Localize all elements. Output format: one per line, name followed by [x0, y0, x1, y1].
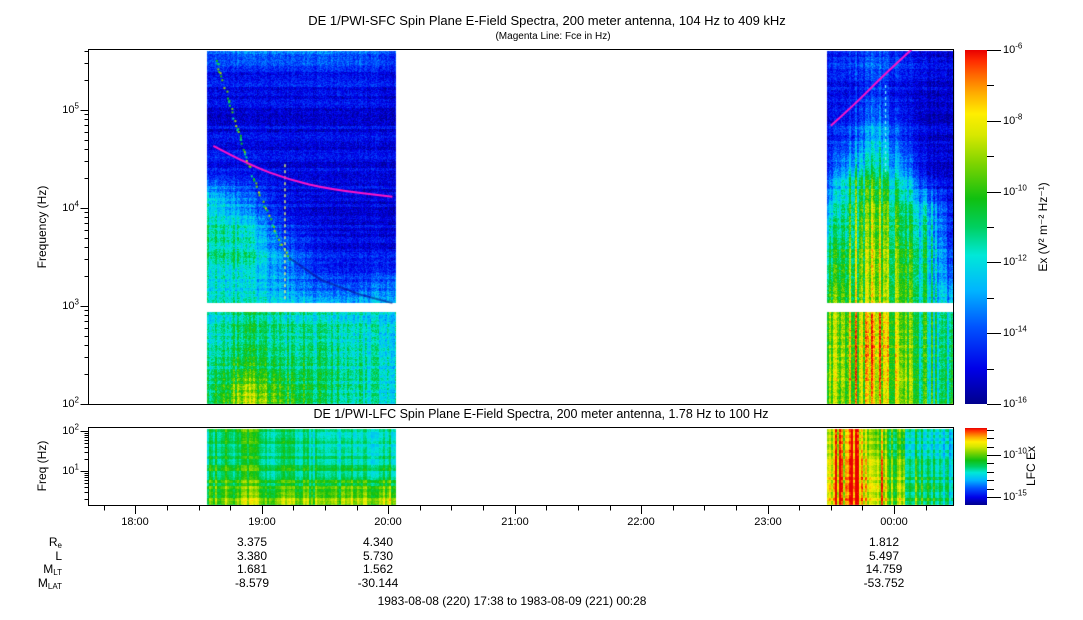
- ephemeris-value: 14.759: [865, 562, 903, 576]
- ephemeris-value: 1.562: [362, 562, 394, 576]
- sfc-subtitle: (Magenta Line: Fce in Hz): [495, 31, 611, 42]
- time-tick-label: 18:00: [121, 516, 149, 528]
- time-tick-label: 21:00: [501, 516, 529, 528]
- time-tick-label: 00:00: [880, 516, 908, 528]
- sfc-ytick-label: 102: [62, 395, 79, 411]
- ephemeris-row-label: L: [55, 548, 62, 563]
- lfc-y-axis-label: Freq (Hz): [35, 440, 49, 492]
- time-tick-label: 19:00: [248, 516, 276, 528]
- ephemeris-value: 3.375: [236, 535, 268, 549]
- sfc-colorbar-label: Ex (V² m⁻² Hz⁻¹): [1036, 182, 1050, 272]
- ephemeris-row-label: MLT: [43, 562, 62, 577]
- sfc-ytick-label: 104: [62, 199, 79, 215]
- ephemeris-value: -53.752: [863, 575, 905, 590]
- ephemeris-value: -30.144: [357, 575, 399, 590]
- ephemeris-row-label: MLAT: [37, 575, 62, 591]
- sfc-colorbar-tick-label: 10-10: [1003, 183, 1027, 198]
- ephemeris-value: -8.579: [234, 575, 270, 590]
- ephemeris-value: 5.730: [362, 548, 394, 563]
- sfc-colorbar-tick-label: 10-12: [1003, 253, 1027, 269]
- sfc-y-axis-label: Frequency (Hz): [35, 185, 49, 269]
- lfc-colorbar: [965, 428, 987, 505]
- time-tick-label: 20:00: [374, 516, 402, 528]
- sfc-ytick-label: 105: [62, 101, 79, 117]
- lfc-colorbar-tick-label: 10-10: [1003, 446, 1027, 462]
- ephemeris-value: 3.380: [236, 548, 268, 563]
- sfc-colorbar-tick-label: 10-6: [1003, 41, 1023, 57]
- ephemeris-value: 1.812: [868, 535, 900, 549]
- ephemeris-row-label: Re: [48, 535, 62, 550]
- footer-date-range: 1983-08-08 (220) 17:38 to 1983-08-09 (22…: [377, 594, 647, 608]
- sfc-colorbar: [965, 50, 987, 404]
- lfc-title: DE 1/PWI-LFC Spin Plane E-Field Spectra,…: [313, 407, 769, 421]
- sfc-colorbar-tick-label: 10-8: [1003, 112, 1023, 127]
- lfc-ytick-label: 101: [62, 462, 79, 478]
- sfc-title: DE 1/PWI-SFC Spin Plane E-Field Spectra,…: [308, 13, 786, 28]
- sfc-ytick-label: 103: [62, 297, 79, 313]
- time-tick-label: 23:00: [754, 516, 782, 528]
- ephemeris-value: 4.340: [362, 535, 394, 549]
- ephemeris-value: 1.681: [236, 562, 268, 576]
- lfc-ytick-label: 102: [62, 422, 79, 438]
- ephemeris-value: 5.497: [868, 548, 900, 563]
- lfc-colorbar-tick-label: 10-15: [1003, 488, 1027, 504]
- sfc-colorbar-tick-label: 10-14: [1003, 324, 1027, 340]
- time-tick-label: 22:00: [627, 516, 655, 528]
- sfc-colorbar-tick-label: 10-16: [1003, 395, 1027, 411]
